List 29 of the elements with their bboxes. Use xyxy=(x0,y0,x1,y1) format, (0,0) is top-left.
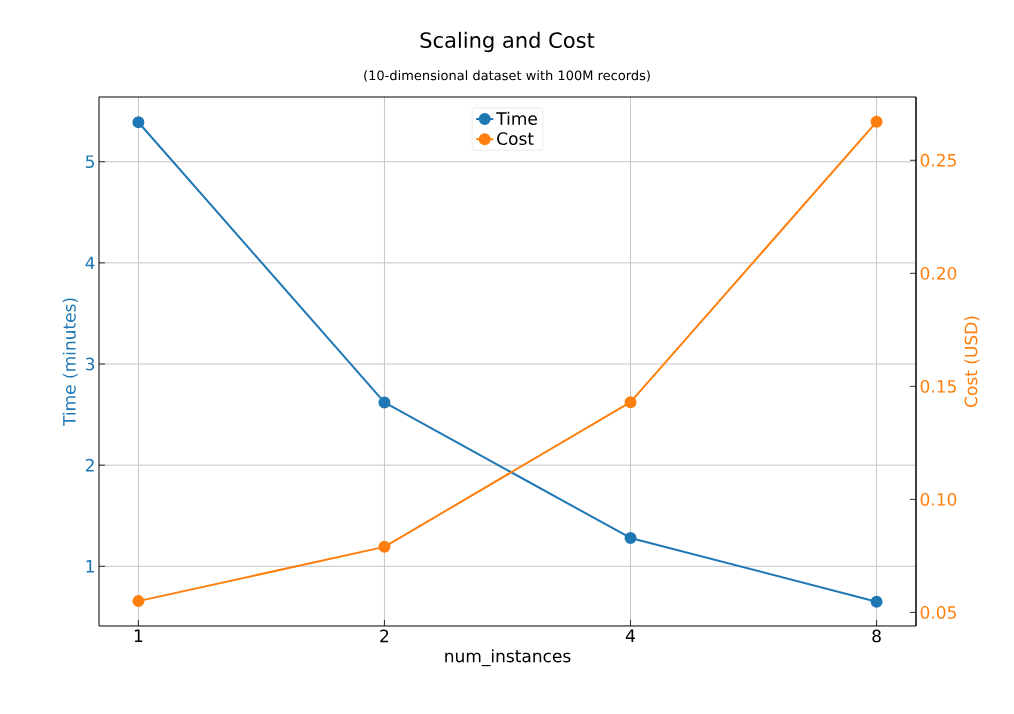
y2-axis-title: Cost (USD) xyxy=(964,316,980,407)
chart-subtitle: (10-dimensional dataset with 100M records) xyxy=(364,70,650,82)
chart-title: Scaling and Cost xyxy=(420,31,595,53)
y-tick-label: 1 xyxy=(86,560,94,573)
y2-tick-label: 0.10 xyxy=(920,492,957,506)
point xyxy=(624,531,637,544)
point xyxy=(870,115,883,128)
y2-tick-label: 0.05 xyxy=(920,605,956,619)
point xyxy=(378,396,391,409)
y-axis-title: Time (minutes) xyxy=(62,298,78,427)
legend-label: Cost xyxy=(497,132,534,146)
legend-label: Time xyxy=(496,111,537,125)
point xyxy=(624,396,637,409)
y2-tick-label: 0.20 xyxy=(920,266,957,280)
x-tick-label: 1 xyxy=(134,629,143,642)
y-tick-label: 4 xyxy=(85,256,95,270)
point xyxy=(132,116,145,129)
point xyxy=(132,595,145,608)
y-tick-label: 3 xyxy=(85,357,95,371)
y2-tick-label: 0.15 xyxy=(920,379,956,393)
x-tick-label: 2 xyxy=(380,629,389,643)
y2-tick-label: 0.25 xyxy=(920,153,956,167)
x-tick-label: 8 xyxy=(872,629,881,643)
point xyxy=(378,540,391,553)
point xyxy=(870,595,883,608)
y-tick-label: 5 xyxy=(85,155,94,169)
x-tick-label: 4 xyxy=(625,629,635,642)
x-axis-title: num_instances xyxy=(445,649,571,667)
y-tick-label: 2 xyxy=(85,458,94,472)
